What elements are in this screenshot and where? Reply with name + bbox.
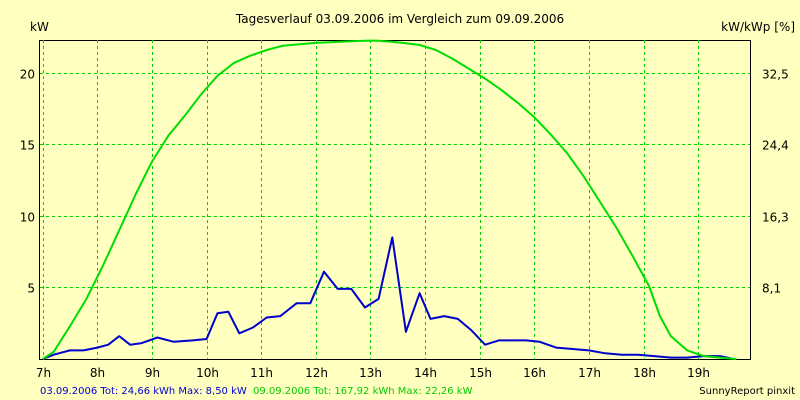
- y-tick-label-right: 16,3: [762, 211, 789, 225]
- y-tick-label-left: 10: [20, 211, 35, 225]
- series-line-1: [42, 236, 732, 360]
- y-tick-label-left: 15: [20, 139, 35, 153]
- series-line-2: [42, 39, 737, 360]
- y-axis-right-label: kW/kWp [%]: [721, 20, 795, 34]
- x-tick-label: 16h: [523, 366, 546, 380]
- x-tick-label: 8h: [90, 366, 105, 380]
- footer-credit: SunnyReport pinxit: [699, 386, 795, 397]
- x-tick-label: 12h: [305, 366, 328, 380]
- x-tick-label: 17h: [578, 366, 601, 380]
- plot-frame: [39, 40, 751, 360]
- x-tick-label: 18h: [633, 366, 656, 380]
- chart-title: Tagesverlauf 03.09.2006 im Vergleich zum…: [235, 12, 564, 26]
- x-tick-label: 15h: [469, 366, 492, 380]
- x-tick-label: 19h: [687, 366, 710, 380]
- y-tick-label-right: 8,1: [762, 282, 781, 296]
- tick-labels: 7h 8h 9h 10h 11h 12h 13h 14h 15h 16h 17h 18h 19h 5 8,1…: [20, 68, 789, 381]
- series-lines: [42, 39, 737, 360]
- y-axis-left-label: kW: [30, 20, 49, 34]
- y-tick-label-right: 24,4: [762, 139, 789, 153]
- y-tick-label-right: 32,5: [762, 68, 789, 82]
- footer-legend: 03.09.2006 Tot: 24,66 kWh Max: 8,50 kW 0…: [40, 386, 473, 397]
- grid: [40, 40, 750, 359]
- x-tick-label: 9h: [145, 366, 160, 380]
- y-tick-label-left: 20: [20, 68, 35, 82]
- x-tick-label: 13h: [359, 366, 382, 380]
- x-tick-label: 7h: [36, 366, 51, 380]
- legend-series-2: 09.09.2006 Tot: 167,92 kWh Max: 22,26 kW: [253, 386, 473, 397]
- y-tick-label-left: 5: [27, 282, 35, 296]
- x-tick-label: 10h: [196, 366, 219, 380]
- legend-series-1: 03.09.2006 Tot: 24,66 kWh Max: 8,50 kW: [40, 386, 247, 397]
- x-tick-label: 14h: [414, 366, 437, 380]
- x-tick-label: 11h: [250, 366, 273, 380]
